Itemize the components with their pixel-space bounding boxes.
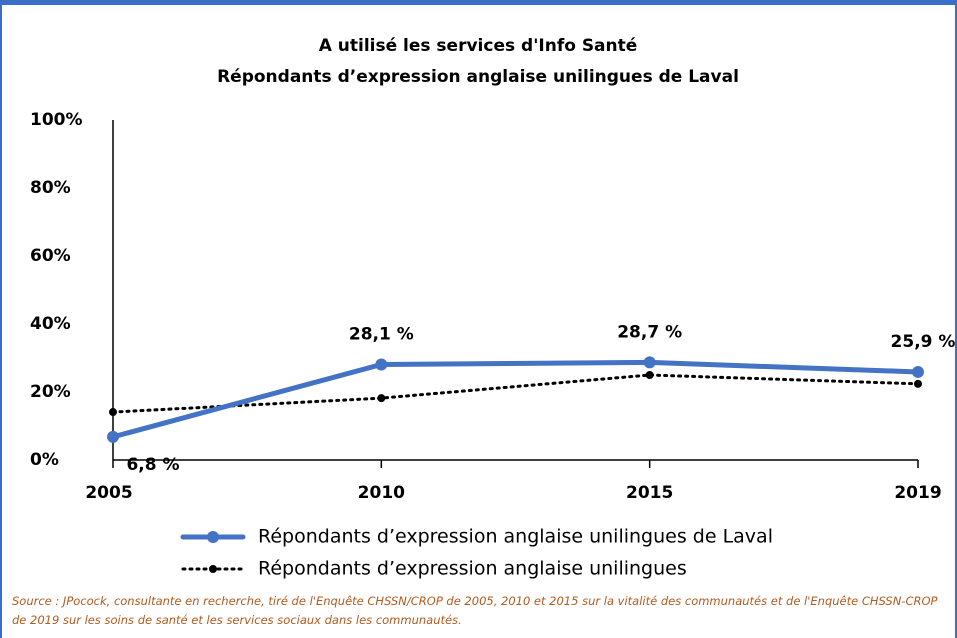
- x-tick-label: 2015: [626, 483, 673, 503]
- point-marker: [377, 394, 386, 403]
- chart-subtitle: Répondants d’expression anglaise uniling…: [217, 67, 739, 87]
- point-marker: [645, 371, 654, 379]
- point-marker: [643, 356, 656, 369]
- x-tick-label: 2010: [358, 483, 405, 503]
- chart-title: A utilisé les services d'Info Santé: [319, 36, 638, 56]
- y-tick-label: 0%: [30, 450, 59, 470]
- series-line: [111, 373, 920, 414]
- chart: A utilisé les services d'Info Santé Répo…: [30, 36, 956, 580]
- data-label: 28,1 %: [349, 324, 414, 344]
- y-tick-label: 80%: [30, 178, 71, 198]
- legend-marker: [207, 531, 219, 543]
- y-tick-label: 40%: [30, 314, 71, 334]
- point-marker: [914, 379, 922, 388]
- source-note: Source : JPocock, consultante en recherc…: [12, 594, 938, 627]
- point-marker: [109, 408, 117, 417]
- x-tick-label: 2019: [894, 483, 941, 503]
- point-marker: [912, 365, 924, 378]
- data-label: 6,8 %: [126, 455, 179, 475]
- series-line: [110, 359, 921, 440]
- y-tick-label: 100%: [30, 110, 83, 130]
- y-tick-label: 20%: [30, 382, 71, 402]
- legend-label: Répondants d’expression anglaise uniling…: [258, 558, 687, 580]
- x-tick-label: 2005: [85, 483, 132, 503]
- legend-marker: [209, 565, 217, 573]
- legend-label: Répondants d’expression anglaise uniling…: [258, 526, 773, 548]
- point-marker: [107, 430, 119, 443]
- y-tick-label: 60%: [30, 246, 71, 266]
- data-label: 25,9 %: [891, 332, 956, 352]
- data-label: 28,7 %: [617, 322, 682, 342]
- point-marker: [375, 358, 388, 371]
